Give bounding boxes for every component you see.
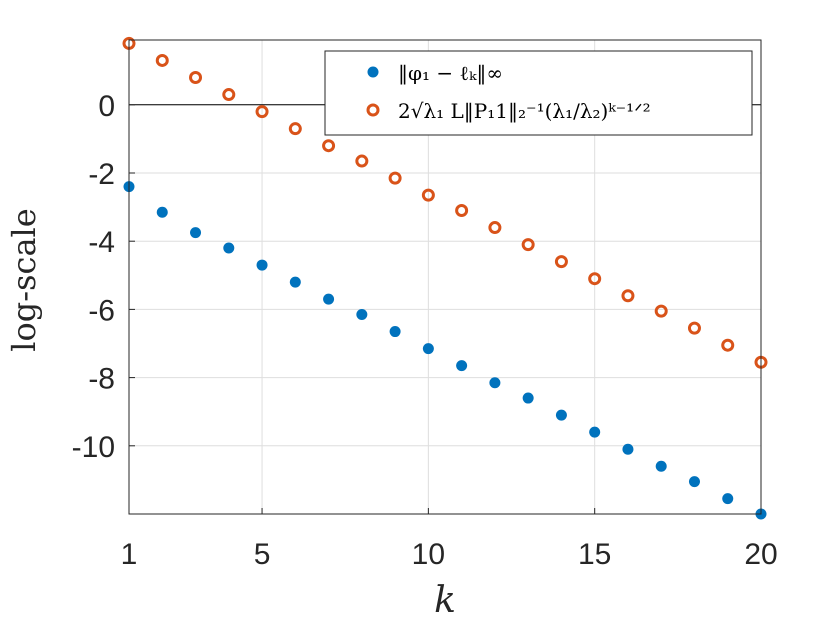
series-1-point bbox=[622, 443, 634, 455]
series-1-point bbox=[356, 309, 368, 321]
series-2-point bbox=[355, 154, 369, 168]
series-2-point bbox=[255, 105, 269, 119]
series-2-point bbox=[421, 188, 435, 202]
y-tick-label: -10 bbox=[72, 431, 115, 464]
x-tick-label: 1 bbox=[121, 538, 138, 571]
series-2-point bbox=[155, 53, 169, 67]
series-2-point bbox=[554, 255, 568, 269]
x-tick-label: 5 bbox=[254, 538, 271, 571]
legend-label-series-2: 2√λ₁ L‖P₁1‖₂⁻¹(λ₁/λ₂)ᵏ⁻¹ᐟ² bbox=[398, 99, 651, 124]
series-1-point bbox=[589, 426, 601, 438]
series-1-point bbox=[289, 276, 301, 288]
x-tick-label: 10 bbox=[412, 538, 445, 571]
series-1-point bbox=[256, 259, 268, 271]
series-1-point bbox=[489, 377, 501, 389]
series-2-point bbox=[621, 289, 635, 303]
series-2-point bbox=[721, 338, 735, 352]
plot-frame bbox=[128, 39, 762, 515]
series-2-point bbox=[222, 88, 236, 102]
legend-box bbox=[324, 50, 753, 136]
ticks: 1 5 10 15 20-10-8-6-4-20 bbox=[72, 90, 778, 571]
series-1-point bbox=[722, 493, 734, 505]
series-2-point bbox=[322, 139, 336, 153]
y-axis-label: log-scale bbox=[5, 208, 43, 351]
series-2-point bbox=[687, 321, 701, 335]
legend-marker-series-1 bbox=[367, 66, 379, 78]
series-2-point bbox=[189, 71, 203, 85]
y-tick-label: -6 bbox=[88, 294, 115, 327]
series-1-point bbox=[389, 326, 401, 338]
series-1-point bbox=[522, 392, 534, 404]
legend-label-series-1: ‖φ₁ − ℓₖ‖∞ bbox=[398, 61, 503, 86]
legend-marker-series-2 bbox=[366, 103, 380, 117]
series-1-point bbox=[456, 360, 468, 372]
series-2-point bbox=[654, 304, 668, 318]
series-2-point bbox=[488, 221, 502, 235]
series-1-point bbox=[555, 409, 567, 421]
series-2-point bbox=[588, 272, 602, 286]
legend: ‖φ₁ − ℓₖ‖∞ 2√λ₁ L‖P₁1‖₂⁻¹(λ₁/λ₂)ᵏ⁻¹ᐟ² bbox=[324, 50, 753, 136]
series-1-point bbox=[223, 242, 235, 254]
series-2-point bbox=[455, 204, 469, 218]
series-2-point bbox=[288, 122, 302, 136]
series-2-point bbox=[388, 171, 402, 185]
series-1-point bbox=[688, 476, 700, 488]
x-tick-label: 15 bbox=[578, 538, 611, 571]
series-1-point bbox=[323, 293, 335, 305]
x-axis-label: k bbox=[434, 580, 456, 621]
x-tick-label: 20 bbox=[744, 538, 777, 571]
y-tick-label: -4 bbox=[88, 226, 115, 259]
series-1-point bbox=[655, 460, 667, 472]
y-tick-label: -8 bbox=[88, 363, 115, 396]
series-1-point bbox=[156, 206, 168, 218]
y-tick-label: 0 bbox=[98, 90, 115, 123]
series-1-point bbox=[190, 227, 202, 239]
series-1-point bbox=[422, 343, 434, 355]
series-2-point bbox=[521, 238, 535, 252]
y-tick-label: -2 bbox=[88, 158, 115, 191]
